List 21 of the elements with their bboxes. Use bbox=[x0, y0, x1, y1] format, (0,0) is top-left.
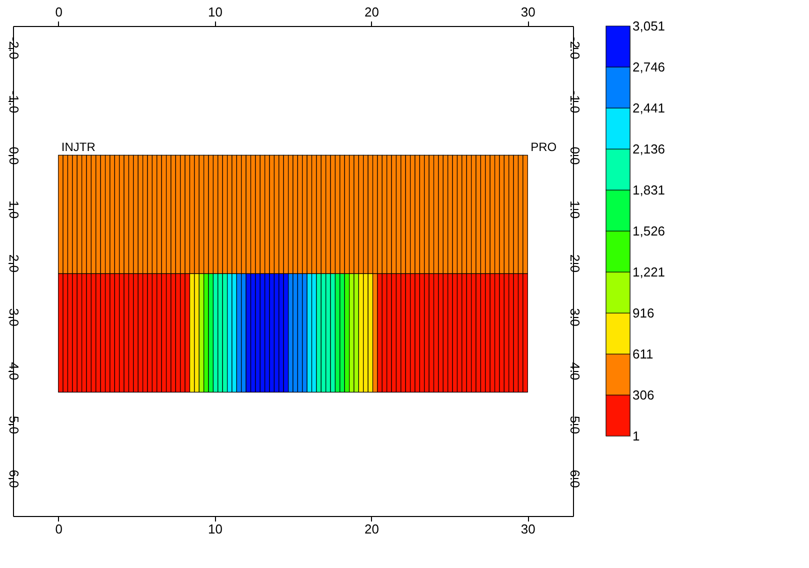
x-tick-label: 0 bbox=[55, 522, 62, 536]
annotation: INJTR bbox=[61, 140, 96, 154]
color-bar-label: 306 bbox=[632, 388, 654, 402]
x-tick-label: 30 bbox=[520, 522, 536, 536]
color-bar-label: 1,526 bbox=[632, 224, 666, 238]
color-bar-label: 1 bbox=[632, 428, 640, 444]
x2-tick-label: 30 bbox=[520, 4, 536, 20]
annotation: PRO bbox=[530, 140, 557, 154]
x2-tick-label: 20 bbox=[364, 4, 379, 20]
color-bar-label: 2,746 bbox=[632, 60, 666, 74]
color-bar-label: 611 bbox=[632, 346, 654, 362]
color-bar-label: 916 bbox=[632, 306, 654, 320]
color-bar-label: 1,221 bbox=[632, 264, 666, 280]
color-bar-label: 1,831 bbox=[632, 182, 666, 198]
color-bar-label: 2,441 bbox=[632, 100, 666, 116]
color-bar-label: 3,051 bbox=[632, 18, 666, 34]
x2-tick-label: 0 bbox=[55, 4, 62, 20]
x-tick-label: 20 bbox=[364, 522, 379, 536]
color-bar-label: 2,136 bbox=[632, 142, 666, 156]
x2-tick-label: 10 bbox=[208, 4, 223, 20]
x-tick-label: 10 bbox=[208, 522, 223, 536]
